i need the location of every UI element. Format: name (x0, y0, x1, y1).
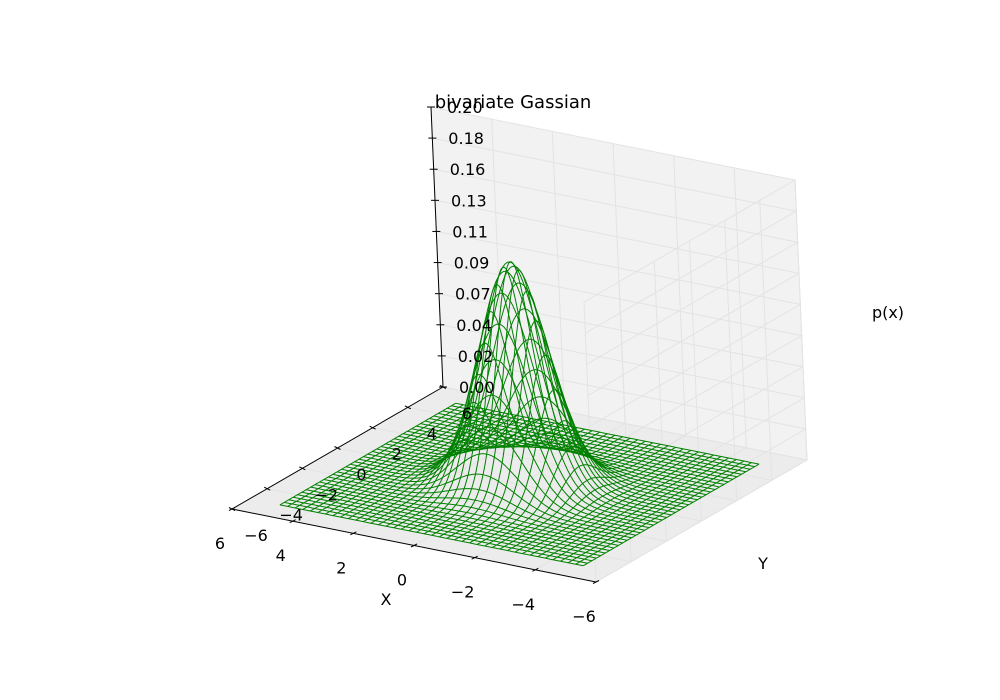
x-tick-label: −2 (451, 583, 475, 602)
gridline-z (437, 262, 804, 459)
wire-line-y (332, 473, 637, 536)
wire-line-y (315, 484, 619, 546)
x-tick-label: −6 (572, 607, 596, 626)
y-tick-label: 6 (462, 404, 472, 423)
gridline-z (430, 106, 797, 303)
wire-line-y (310, 486, 615, 549)
x-tick (471, 555, 478, 560)
wire-line-y (424, 420, 729, 483)
y-tick (334, 446, 341, 450)
gaussian-surface (279, 261, 760, 567)
wire-line-y (389, 369, 694, 503)
y-axis-label: Y (757, 554, 768, 573)
wire-line-y (337, 453, 641, 534)
wire-line-y (372, 265, 676, 513)
y-tick-label: −6 (244, 526, 268, 545)
gridline-z (432, 137, 798, 334)
gridline-z (434, 199, 801, 396)
wire-line-y (438, 412, 742, 475)
z-tick-label: 0.09 (454, 254, 490, 273)
wire-line-y (284, 501, 588, 564)
axis-ticks: −6 −4 −2 0 2 4 6 −6 −4 −2 0 2 4 6 0.00 0.02 0.04 0.07 0.09… (215, 98, 600, 626)
wire-line-y (319, 481, 623, 544)
wire-line-y (350, 359, 654, 526)
y-tick-label: 0 (356, 465, 366, 484)
z-tick-label: 0.07 (455, 285, 491, 304)
axes-panes (232, 107, 807, 582)
x-axis-label: X (381, 590, 392, 609)
z-tick-label: 0.00 (459, 378, 495, 397)
gridline-z (433, 168, 800, 365)
wire-line-y (455, 402, 760, 465)
wire-line-y (380, 308, 685, 508)
wire-line-y (279, 504, 584, 567)
x-tick (289, 519, 296, 524)
wire-line-y (394, 396, 698, 501)
z-axis-label: p(x) (872, 303, 904, 322)
wire-line-y (442, 410, 746, 473)
wire-line-y (429, 418, 733, 480)
y-tick-label: −4 (279, 506, 303, 525)
x-tick-label: 0 (397, 571, 407, 590)
wire-line-y (358, 292, 663, 521)
wire-line-y (446, 407, 751, 470)
x-tick (592, 580, 600, 584)
wire-line-y (363, 270, 667, 518)
gridline-z (436, 230, 802, 427)
z-tick-label: 0.16 (450, 160, 486, 179)
wire-line-y (323, 479, 628, 541)
wire-line-y (420, 423, 724, 485)
wire-line-y (293, 496, 597, 559)
y-tick (299, 466, 306, 471)
wire-line-y (301, 491, 606, 554)
y-tick (263, 486, 271, 491)
z-tick-label: 0.02 (458, 347, 494, 366)
y-tick-label: 2 (392, 445, 402, 464)
z-tick-label: 0.13 (451, 191, 487, 210)
y-tick (404, 405, 412, 410)
z-tick-label: 0.04 (456, 316, 492, 335)
z-tick-label: 0.11 (452, 222, 488, 241)
z-tick-label: 0.18 (448, 129, 484, 148)
x-tick-label: 6 (215, 534, 225, 553)
chart-title: bivariate Gassian (435, 92, 592, 113)
z-tick-label: 0.20 (447, 98, 483, 117)
x-tick (350, 531, 357, 536)
y-tick-label: −2 (315, 485, 339, 504)
x-tick-label: 4 (276, 546, 286, 565)
z-axis-line (430, 106, 444, 388)
y-tick-label: 4 (427, 424, 437, 443)
wire-line-y (288, 499, 593, 562)
wire-line-y (297, 494, 601, 557)
wire-line-y (416, 425, 720, 488)
wire-line-y (433, 415, 738, 478)
wire-line-y (345, 394, 650, 529)
wire-line-y (367, 261, 672, 516)
wire-line-y (385, 338, 689, 506)
wire-line-y (451, 405, 755, 468)
wire-line-y (398, 417, 702, 498)
wire-line-y (306, 489, 610, 551)
x-tick-label: 2 (336, 558, 346, 577)
y-tick (228, 507, 236, 511)
x-tick (410, 543, 418, 548)
wire-line-y (328, 476, 632, 539)
wire-line-y (402, 432, 707, 496)
y-tick (369, 425, 376, 430)
x-tick-label: −4 (512, 595, 536, 614)
wire-line-y (376, 282, 681, 511)
x-tick (532, 567, 539, 572)
wire-line-y (354, 323, 659, 523)
